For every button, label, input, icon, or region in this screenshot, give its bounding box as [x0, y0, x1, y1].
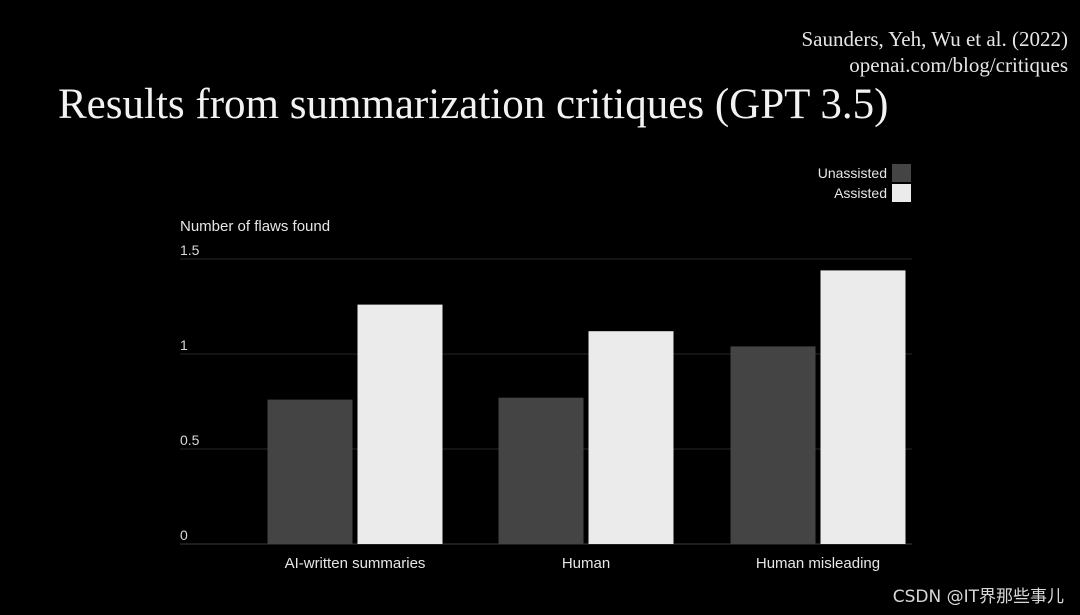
x-category-label: Human misleading — [756, 555, 880, 572]
citation: Saunders, Yeh, Wu et al. (2022) openai.c… — [802, 26, 1069, 78]
bar-unassisted — [267, 399, 353, 544]
slide-title: Results from summarization critiques (GP… — [58, 81, 889, 128]
y-tick-label: 1.5 — [180, 242, 200, 258]
legend-swatch — [892, 164, 911, 182]
bar-assisted — [820, 270, 906, 544]
y-tick-label: 1 — [180, 337, 188, 353]
bar-unassisted — [498, 397, 584, 544]
bar-assisted — [588, 331, 674, 544]
citation-url: openai.com/blog/critiques — [849, 53, 1068, 77]
x-category-label: Human — [562, 555, 610, 572]
watermark: CSDN @IT界那些事儿 — [892, 587, 1064, 607]
bar-unassisted — [730, 346, 816, 544]
y-tick-label: 0 — [180, 527, 188, 543]
x-category-label: AI-written summaries — [285, 555, 426, 572]
y-tick-label: 0.5 — [180, 432, 200, 448]
bar-assisted — [357, 304, 443, 544]
legend-label: Unassisted — [818, 165, 887, 181]
legend-swatch — [892, 184, 911, 202]
legend-label: Assisted — [834, 185, 887, 201]
y-axis-label: Number of flaws found — [180, 218, 330, 235]
citation-authors: Saunders, Yeh, Wu et al. (2022) — [801, 27, 1069, 51]
